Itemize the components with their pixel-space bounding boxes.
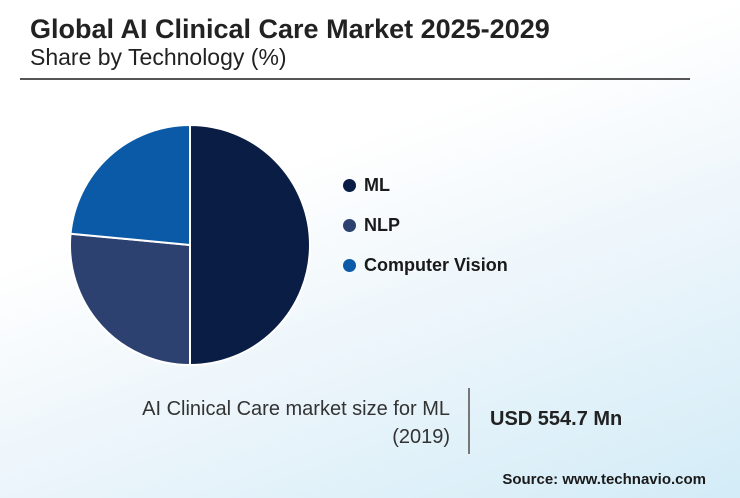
- pie-chart: [69, 123, 311, 367]
- market-size-value: USD 554.7 Mn: [490, 408, 623, 430]
- pie-slice-nlp: [69, 232, 191, 367]
- chart-title: Global AI Clinical Care Market 2025-2029: [30, 14, 550, 44]
- callout-divider: [468, 388, 470, 454]
- pie-slice-computer-vision: [69, 123, 191, 247]
- legend-swatch-icon: [343, 218, 356, 232]
- chart-subtitle: Share by Technology (%): [30, 44, 287, 70]
- legend-item: NLP: [343, 212, 508, 238]
- legend-swatch-icon: [343, 178, 356, 192]
- legend-item: Computer Vision: [343, 252, 508, 278]
- legend-label: ML: [364, 174, 390, 195]
- legend-label: NLP: [364, 214, 400, 235]
- pie-slice-ml: [189, 123, 311, 367]
- legend-item: ML: [343, 172, 508, 198]
- source-note: Source: www.technavio.com: [502, 471, 706, 488]
- legend-label: Computer Vision: [364, 254, 508, 275]
- market-size-caption: AI Clinical Care market size for ML (201…: [142, 398, 450, 448]
- chart-legend: ML NLP Computer Vision: [343, 172, 508, 292]
- header-divider: [20, 78, 690, 80]
- legend-swatch-icon: [343, 258, 356, 272]
